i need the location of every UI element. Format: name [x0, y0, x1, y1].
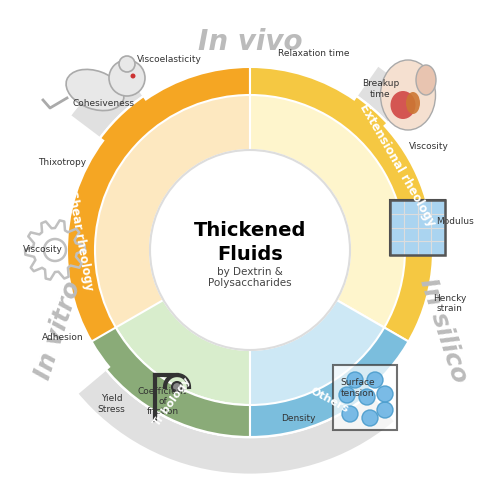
Wedge shape	[88, 300, 250, 437]
Text: Viscosity: Viscosity	[410, 142, 449, 151]
Text: Breakup
time: Breakup time	[362, 80, 399, 99]
Circle shape	[339, 387, 355, 403]
Circle shape	[172, 382, 182, 392]
Polygon shape	[431, 242, 445, 255]
Text: by Dextrin &: by Dextrin &	[217, 267, 283, 277]
Polygon shape	[333, 365, 397, 430]
Text: Extensional rheology: Extensional rheology	[357, 102, 438, 228]
Circle shape	[367, 372, 383, 388]
Circle shape	[377, 386, 393, 402]
Polygon shape	[390, 242, 404, 255]
Wedge shape	[88, 328, 250, 437]
Ellipse shape	[66, 70, 124, 110]
Wedge shape	[250, 63, 437, 344]
Polygon shape	[431, 214, 445, 228]
Wedge shape	[250, 300, 412, 437]
Polygon shape	[404, 242, 417, 255]
Text: Viscoelasticity: Viscoelasticity	[136, 55, 202, 64]
Circle shape	[359, 389, 375, 405]
Text: Polysaccharides: Polysaccharides	[208, 278, 292, 288]
Wedge shape	[25, 25, 475, 475]
Circle shape	[347, 372, 363, 388]
Text: In vivo: In vivo	[198, 28, 302, 56]
Circle shape	[362, 410, 378, 426]
Wedge shape	[250, 328, 412, 437]
Polygon shape	[431, 200, 445, 214]
Text: Thickened: Thickened	[194, 220, 306, 240]
Wedge shape	[383, 93, 480, 250]
Text: Surface
tension: Surface tension	[340, 378, 375, 398]
Polygon shape	[418, 228, 431, 241]
Polygon shape	[404, 228, 417, 241]
Wedge shape	[367, 250, 480, 426]
Text: Others: Others	[309, 386, 351, 414]
Circle shape	[342, 406, 358, 422]
Circle shape	[109, 60, 145, 96]
Text: Relaxation time: Relaxation time	[278, 48, 349, 58]
Polygon shape	[404, 200, 417, 214]
Wedge shape	[20, 112, 110, 398]
Polygon shape	[418, 214, 431, 228]
Text: Tribology: Tribology	[152, 375, 194, 428]
Text: Coefficient
of
friction: Coefficient of friction	[138, 386, 187, 416]
Polygon shape	[418, 242, 431, 255]
Ellipse shape	[416, 65, 436, 95]
Text: Fluids: Fluids	[217, 244, 283, 264]
Ellipse shape	[406, 92, 420, 114]
Polygon shape	[404, 214, 417, 228]
Polygon shape	[431, 228, 445, 241]
Text: Cohesiveness: Cohesiveness	[72, 99, 134, 108]
Text: Yield
Stress: Yield Stress	[98, 394, 126, 413]
Circle shape	[119, 56, 135, 72]
Polygon shape	[390, 214, 404, 228]
Text: In silico: In silico	[415, 274, 471, 386]
Wedge shape	[250, 63, 437, 344]
Text: In vitro: In vitro	[31, 278, 85, 382]
Circle shape	[150, 150, 350, 350]
Text: Modulus: Modulus	[436, 216, 474, 226]
Text: Hencky
strain: Hencky strain	[434, 294, 466, 314]
Ellipse shape	[380, 60, 436, 130]
Polygon shape	[418, 200, 431, 214]
Polygon shape	[390, 200, 445, 255]
Polygon shape	[390, 200, 404, 214]
Text: Adhesion: Adhesion	[42, 333, 83, 342]
Circle shape	[377, 402, 393, 418]
Ellipse shape	[390, 91, 415, 119]
Polygon shape	[390, 228, 404, 241]
Circle shape	[130, 74, 136, 78]
Wedge shape	[63, 63, 250, 437]
Text: Shear rheology: Shear rheology	[65, 190, 96, 292]
Text: Thixotropy: Thixotropy	[38, 158, 86, 167]
Text: Viscosity: Viscosity	[23, 246, 63, 254]
Text: Density: Density	[281, 414, 316, 422]
Wedge shape	[63, 63, 250, 437]
Wedge shape	[118, 20, 382, 101]
